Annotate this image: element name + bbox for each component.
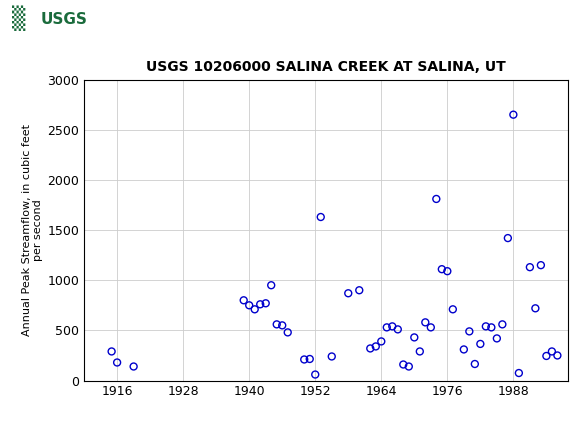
Point <box>283 329 292 336</box>
Point <box>525 264 535 270</box>
Text: ▒: ▒ <box>12 6 25 31</box>
Point <box>470 360 480 367</box>
Point <box>343 290 353 297</box>
Point <box>129 363 138 370</box>
Point <box>465 328 474 335</box>
Point <box>476 341 485 347</box>
Point <box>256 301 265 308</box>
Point <box>354 287 364 294</box>
Point <box>542 353 551 359</box>
Point <box>426 324 436 331</box>
Point <box>305 356 314 362</box>
Point <box>376 338 386 345</box>
Point <box>432 196 441 203</box>
Point <box>487 324 496 331</box>
Point <box>371 343 380 350</box>
Point <box>300 356 309 363</box>
Point <box>481 323 491 330</box>
Point <box>536 262 546 269</box>
Point <box>398 361 408 368</box>
Point <box>250 306 259 313</box>
Point <box>393 326 403 333</box>
Point <box>267 282 276 289</box>
Point <box>387 323 397 330</box>
Point <box>382 324 392 331</box>
Text: USGS: USGS <box>41 12 88 27</box>
Point <box>553 352 562 359</box>
Point <box>443 268 452 275</box>
Point <box>509 111 518 118</box>
Point <box>420 319 430 326</box>
Point <box>261 300 270 307</box>
Point <box>311 371 320 378</box>
Title: USGS 10206000 SALINA CREEK AT SALINA, UT: USGS 10206000 SALINA CREEK AT SALINA, UT <box>146 60 506 74</box>
Point <box>531 305 540 312</box>
Point <box>245 302 254 309</box>
Y-axis label: Annual Peak Streamflow, in cubic feet
per second: Annual Peak Streamflow, in cubic feet pe… <box>21 124 43 336</box>
Point <box>459 346 469 353</box>
Point <box>107 348 116 355</box>
Point <box>316 214 325 221</box>
FancyBboxPatch shape <box>6 3 99 36</box>
Point <box>272 321 281 328</box>
Point <box>492 335 502 342</box>
Point <box>278 322 287 329</box>
Point <box>327 353 336 360</box>
Point <box>365 345 375 352</box>
Point <box>409 334 419 341</box>
Point <box>498 321 507 328</box>
Point <box>415 348 425 355</box>
Point <box>239 297 248 304</box>
Point <box>437 266 447 273</box>
Point <box>113 359 122 366</box>
Point <box>448 306 458 313</box>
Point <box>548 348 557 355</box>
Point <box>514 369 524 377</box>
Point <box>503 235 513 242</box>
Point <box>404 363 414 370</box>
